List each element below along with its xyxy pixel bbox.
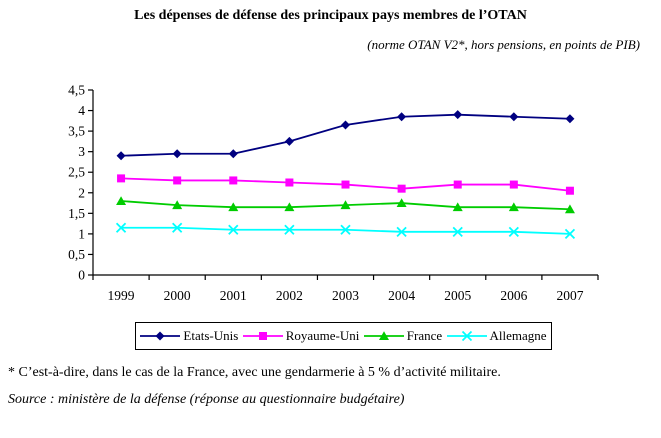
data-point-france <box>452 202 463 212</box>
y-tick-label: 1 <box>78 226 85 241</box>
data-point-royaume-uni <box>565 186 574 195</box>
source-note: Source : ministère de la défense (répons… <box>8 392 405 407</box>
legend-label-france: France <box>406 328 443 343</box>
x-tick-label: 2004 <box>388 288 415 303</box>
data-point-etats-unis <box>284 136 294 146</box>
data-point-allemagne <box>396 226 407 237</box>
legend-item-royaume-uni: Royaume-Uni <box>242 328 360 344</box>
legend-label-royaume-uni: Royaume-Uni <box>285 328 360 343</box>
y-tick-label: 0 <box>78 268 85 283</box>
data-point-france <box>172 200 183 210</box>
data-point-etats-unis <box>228 149 238 159</box>
x-tick-label: 2002 <box>276 288 303 303</box>
y-tick-label: 1,5 <box>68 206 85 221</box>
y-tick-label: 0,5 <box>68 247 85 262</box>
data-point-france <box>508 202 519 212</box>
data-point-france <box>116 196 127 205</box>
data-point-allemagne <box>284 224 295 235</box>
y-tick-label: 2 <box>78 185 85 200</box>
chart-subtitle: (norme OTAN V2*, hors pensions, en point… <box>367 37 640 52</box>
legend-marker-shape <box>461 330 472 342</box>
data-point-royaume-uni <box>229 176 238 185</box>
data-point-france <box>340 200 351 210</box>
data-point-royaume-uni <box>397 184 406 193</box>
data-point-etats-unis <box>397 112 407 122</box>
data-point-royaume-uni <box>117 174 126 183</box>
series-france <box>116 196 575 214</box>
france-legend-marker-icon <box>363 331 404 340</box>
data-point-allemagne <box>452 226 463 237</box>
y-tick-label: 4 <box>78 103 85 118</box>
x-tick-label: 2006 <box>500 288 527 303</box>
royaume-uni-legend-marker-icon <box>242 332 283 340</box>
data-point-france <box>228 202 239 212</box>
x-tick-label: 2001 <box>220 288 247 303</box>
data-point-allemagne <box>508 226 519 237</box>
data-point-allemagne <box>564 228 576 240</box>
legend-label-allemagne: Allemagne <box>489 328 547 343</box>
data-point-etats-unis <box>341 120 350 130</box>
data-point-royaume-uni <box>285 178 294 187</box>
data-point-royaume-uni <box>173 176 182 185</box>
data-point-france <box>564 204 575 214</box>
legend-marker-shape <box>258 332 267 340</box>
y-tick-label: 3 <box>78 144 85 159</box>
x-tick-label: 1999 <box>108 288 135 303</box>
legend-label-etats-unis: Etats-Unis <box>183 328 239 343</box>
x-tick-label: 2005 <box>444 288 471 303</box>
chart-svg: 0 0,5 1 1,5 2 2,5 3 3,5 4 4,5 1999 2000 2001 2002 2003… <box>68 83 599 303</box>
etats-unis-legend-marker-icon <box>140 331 181 341</box>
series-allemagne <box>115 222 576 240</box>
data-point-royaume-uni <box>509 180 518 189</box>
x-tick-label: 2007 <box>556 288 583 303</box>
data-point-allemagne <box>228 224 239 235</box>
data-point-etats-unis <box>565 114 575 124</box>
data-point-allemagne <box>340 224 351 235</box>
data-point-france <box>284 202 295 212</box>
data-point-allemagne <box>115 222 127 233</box>
data-point-etats-unis <box>116 151 126 161</box>
chart-legend: Etats-Unis Royaume-Uni France Allemagne <box>135 322 552 350</box>
x-tick-label: 2003 <box>332 288 359 303</box>
data-point-royaume-uni <box>453 180 462 189</box>
legend-marker-shape <box>378 331 389 340</box>
data-point-etats-unis <box>172 149 182 159</box>
data-point-etats-unis <box>509 112 519 122</box>
data-point-etats-unis <box>453 110 463 120</box>
data-point-royaume-uni <box>341 180 350 189</box>
y-tick-label: 4,5 <box>68 83 85 98</box>
y-tick-label: 3,5 <box>68 124 85 139</box>
chart-title: Les dépenses de défense des principaux p… <box>134 8 527 23</box>
data-point-allemagne <box>172 222 183 233</box>
series-royaume-uni <box>117 174 574 195</box>
footnote: * C’est-à-dire, dans le cas de la France… <box>8 365 501 380</box>
y-tick-label: 2,5 <box>68 165 85 180</box>
series-etats-unis <box>116 110 575 161</box>
data-point-france <box>396 198 407 208</box>
legend-item-allemagne: Allemagne <box>446 328 547 344</box>
allemagne-legend-marker-icon <box>446 330 487 342</box>
legend-item-etats-unis: Etats-Unis <box>140 328 238 344</box>
legend-marker-shape <box>155 331 165 341</box>
legend-item-france: France <box>363 328 443 344</box>
x-tick-label: 2000 <box>164 288 191 303</box>
